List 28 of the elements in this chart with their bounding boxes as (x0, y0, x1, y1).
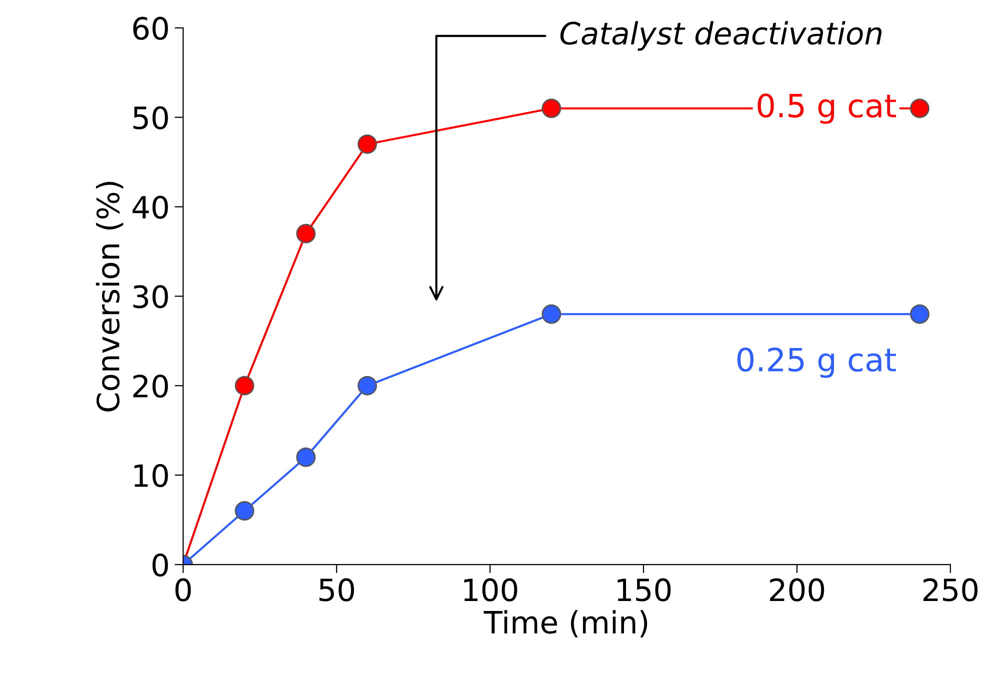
point (542, 98, 562, 118)
y-tick-label: 30 (133, 285, 168, 308)
point (234, 501, 254, 521)
y-tick-label: 0 (152, 554, 168, 577)
y-tick-label: 40 (132, 196, 168, 219)
x-tick-label: 200 (770, 578, 824, 602)
x-tick-label: 50 (320, 578, 354, 602)
point (910, 304, 930, 324)
y-tick-label: 20 (133, 374, 168, 398)
point (234, 376, 254, 396)
series-label: 0.25 g cat (737, 348, 896, 378)
point (358, 134, 378, 154)
x-tick-label: 150 (618, 578, 671, 602)
x-tick-label: 100 (464, 578, 518, 602)
series-label: 0.5 g cat (758, 93, 896, 124)
x-axis-title: Time (min) (484, 610, 648, 638)
annotation: Catalyst deactivation (560, 21, 882, 51)
y-tick-label: 50 (133, 106, 168, 130)
x-tick-label: 0 (175, 578, 191, 602)
y-tick-label: 60 (133, 16, 168, 40)
point (910, 98, 930, 118)
point (542, 304, 562, 324)
point (296, 448, 316, 467)
x-tick-label: 250 (923, 578, 978, 602)
point (296, 224, 316, 244)
y-axis-title: Conversion (%) (96, 182, 124, 412)
point (358, 376, 378, 396)
y-tick-label: 10 (134, 464, 168, 488)
